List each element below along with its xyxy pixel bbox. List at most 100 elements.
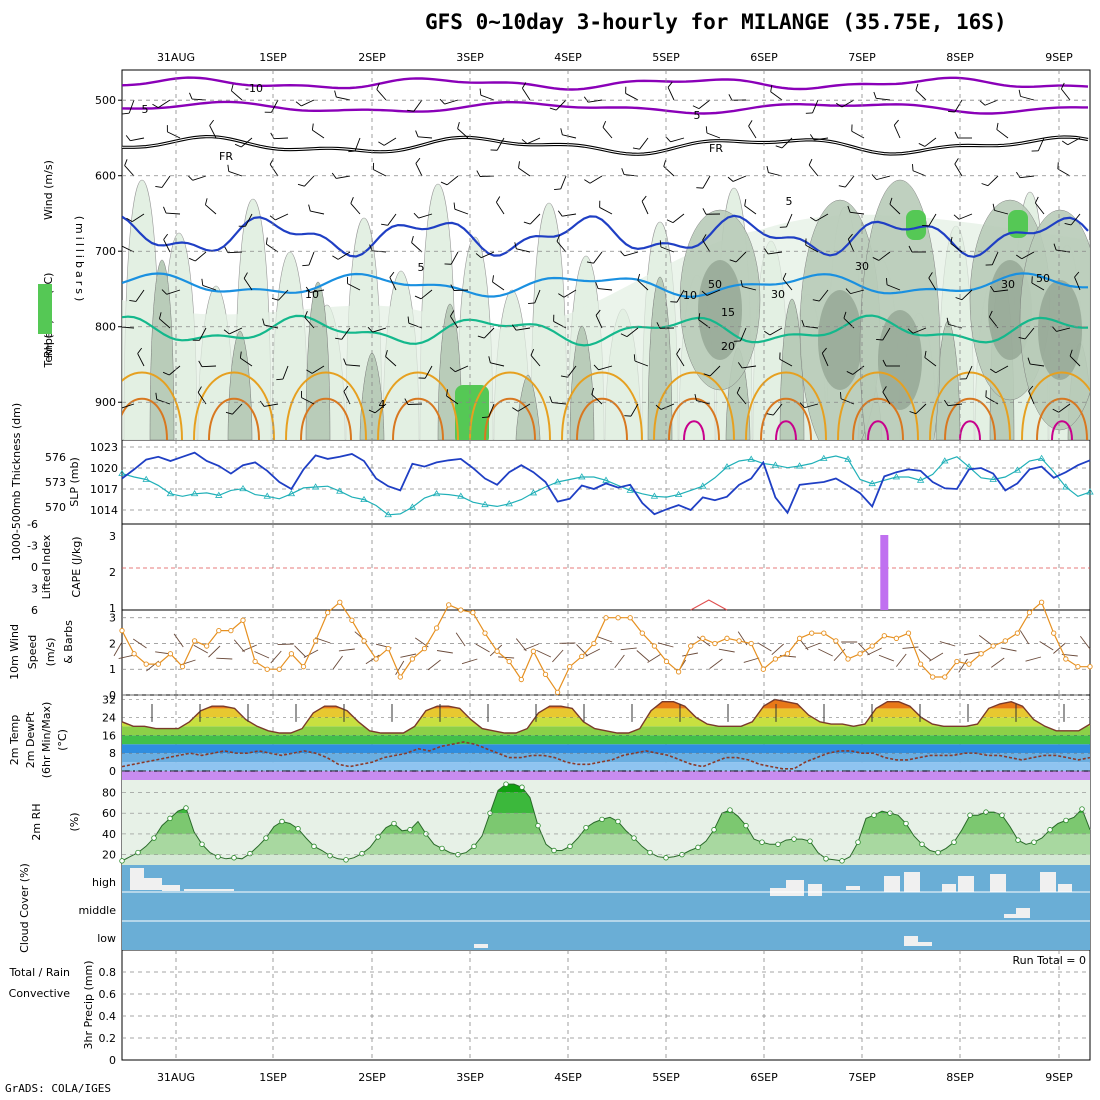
wind10-marker — [325, 609, 331, 616]
date-label-bottom: 7SEP — [848, 1071, 876, 1084]
wind10-marker — [700, 635, 706, 641]
wind-barb — [158, 312, 171, 329]
panel-frame-precip — [121, 949, 1091, 1061]
cloud-level-label: high — [92, 876, 116, 889]
ytick-li: -3 — [27, 540, 38, 553]
ytick-pressure: 600 — [95, 170, 116, 183]
thickness-marker — [408, 503, 417, 510]
wind-barb — [847, 233, 855, 253]
cloud-bg — [122, 865, 1090, 950]
wind-barb — [886, 278, 901, 291]
wind-barb — [161, 289, 181, 295]
wind-barb — [124, 159, 135, 177]
wind-barb — [385, 350, 397, 367]
wind-barb — [479, 88, 495, 101]
ylabel-rh2m: 2m RH — [30, 803, 43, 840]
wind-barb — [766, 403, 783, 416]
ytick-precip: 0.8 — [99, 966, 117, 979]
thickness-marker — [1062, 483, 1070, 490]
thickness-marker — [602, 476, 610, 483]
ylabel-cloud-group: Cloud Cover (%) — [18, 863, 31, 953]
ytick-slp: 1020 — [90, 462, 118, 475]
date-label-bottom: 8SEP — [946, 1071, 974, 1084]
wind-barb — [301, 390, 315, 405]
ytick-precip: 0.4 — [99, 1010, 117, 1023]
cloud-bar — [162, 885, 180, 891]
wind-barb — [297, 175, 315, 187]
wind-barb — [989, 365, 1009, 374]
wind-barb — [378, 137, 397, 146]
wind-barb — [1018, 327, 1035, 340]
wind10-marker — [833, 638, 839, 644]
wind-barb — [922, 213, 937, 227]
rh-marker — [439, 845, 445, 852]
wind10-barb — [193, 644, 208, 654]
rh-marker — [359, 850, 365, 857]
ytick-wind: 0 — [109, 689, 116, 702]
wind-barb — [411, 236, 423, 253]
wind10-barb — [365, 654, 380, 665]
rh-marker — [807, 838, 813, 844]
wind-barb — [162, 365, 181, 376]
rh-marker — [535, 822, 541, 829]
thickness-marker — [505, 500, 513, 507]
ytick-slp: 1023 — [90, 441, 118, 454]
cape-bar — [880, 535, 889, 610]
wind10-barb — [315, 637, 331, 644]
wind-barb — [304, 311, 315, 329]
wind-barb — [805, 99, 819, 114]
isotherm-20 — [745, 371, 827, 440]
wind-barb — [599, 200, 613, 215]
wind-barb — [1052, 403, 1071, 413]
ytick-temp: 8 — [109, 747, 116, 760]
wind-barb — [953, 213, 973, 220]
isotherm-25 — [852, 397, 904, 440]
wind-barb — [990, 285, 1009, 293]
wind-barb — [1064, 213, 1081, 226]
wind-barb — [440, 175, 459, 186]
wind10-marker — [204, 643, 210, 649]
rh-marker — [167, 815, 173, 822]
rh-shade-green — [1008, 210, 1028, 238]
wind-barb — [122, 403, 135, 409]
rh-marker — [855, 839, 861, 845]
wind10-barb — [878, 654, 895, 662]
wind-barb — [779, 213, 793, 228]
wind-barb — [625, 86, 639, 101]
wind10-marker — [1051, 630, 1057, 636]
wind10-marker — [579, 653, 585, 660]
wind10-barb — [833, 648, 846, 662]
wind10-barb — [963, 651, 980, 656]
wind10-barb — [918, 648, 932, 661]
wind-barb — [1018, 89, 1035, 101]
wind-barb — [736, 386, 747, 405]
wind-barb — [554, 175, 567, 190]
wind-barb — [696, 175, 711, 189]
wind10-barb — [1053, 642, 1066, 654]
wind-barb — [514, 242, 531, 253]
wind-barb — [495, 196, 505, 215]
thickness-marker — [892, 473, 901, 480]
wind-barb — [812, 289, 829, 302]
wind-barb — [893, 119, 901, 139]
contour-label: 5 — [786, 195, 793, 208]
rh-shade-dark — [1038, 280, 1082, 380]
contour-label: 15 — [721, 306, 735, 319]
cloud-bar — [904, 872, 920, 892]
wind-barb — [557, 210, 577, 217]
ylabel-temp-group: 2m Temp 2m DewPt (6hr Min/Max) (°C) — [8, 702, 69, 779]
thickness-marker — [481, 500, 489, 508]
rh-marker — [471, 843, 477, 850]
wind-barb — [908, 245, 926, 253]
thickness-marker — [166, 489, 175, 497]
wind10-marker — [409, 656, 416, 662]
date-label-bottom: 31AUG — [157, 1071, 195, 1084]
wind-barb — [201, 278, 217, 291]
rh-marker — [631, 835, 637, 841]
rh-marker — [231, 855, 237, 861]
wind-barb — [727, 175, 747, 182]
ylabel-temp: 2m Temp — [8, 715, 21, 766]
wind10-barb — [303, 649, 319, 658]
rh-marker — [247, 850, 253, 857]
isotherm-25 — [944, 397, 996, 440]
